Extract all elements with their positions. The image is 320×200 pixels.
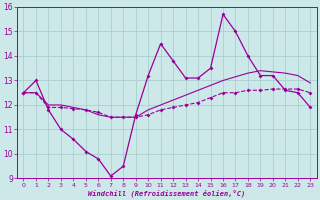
X-axis label: Windchill (Refroidissement éolien,°C): Windchill (Refroidissement éolien,°C)	[88, 189, 245, 197]
